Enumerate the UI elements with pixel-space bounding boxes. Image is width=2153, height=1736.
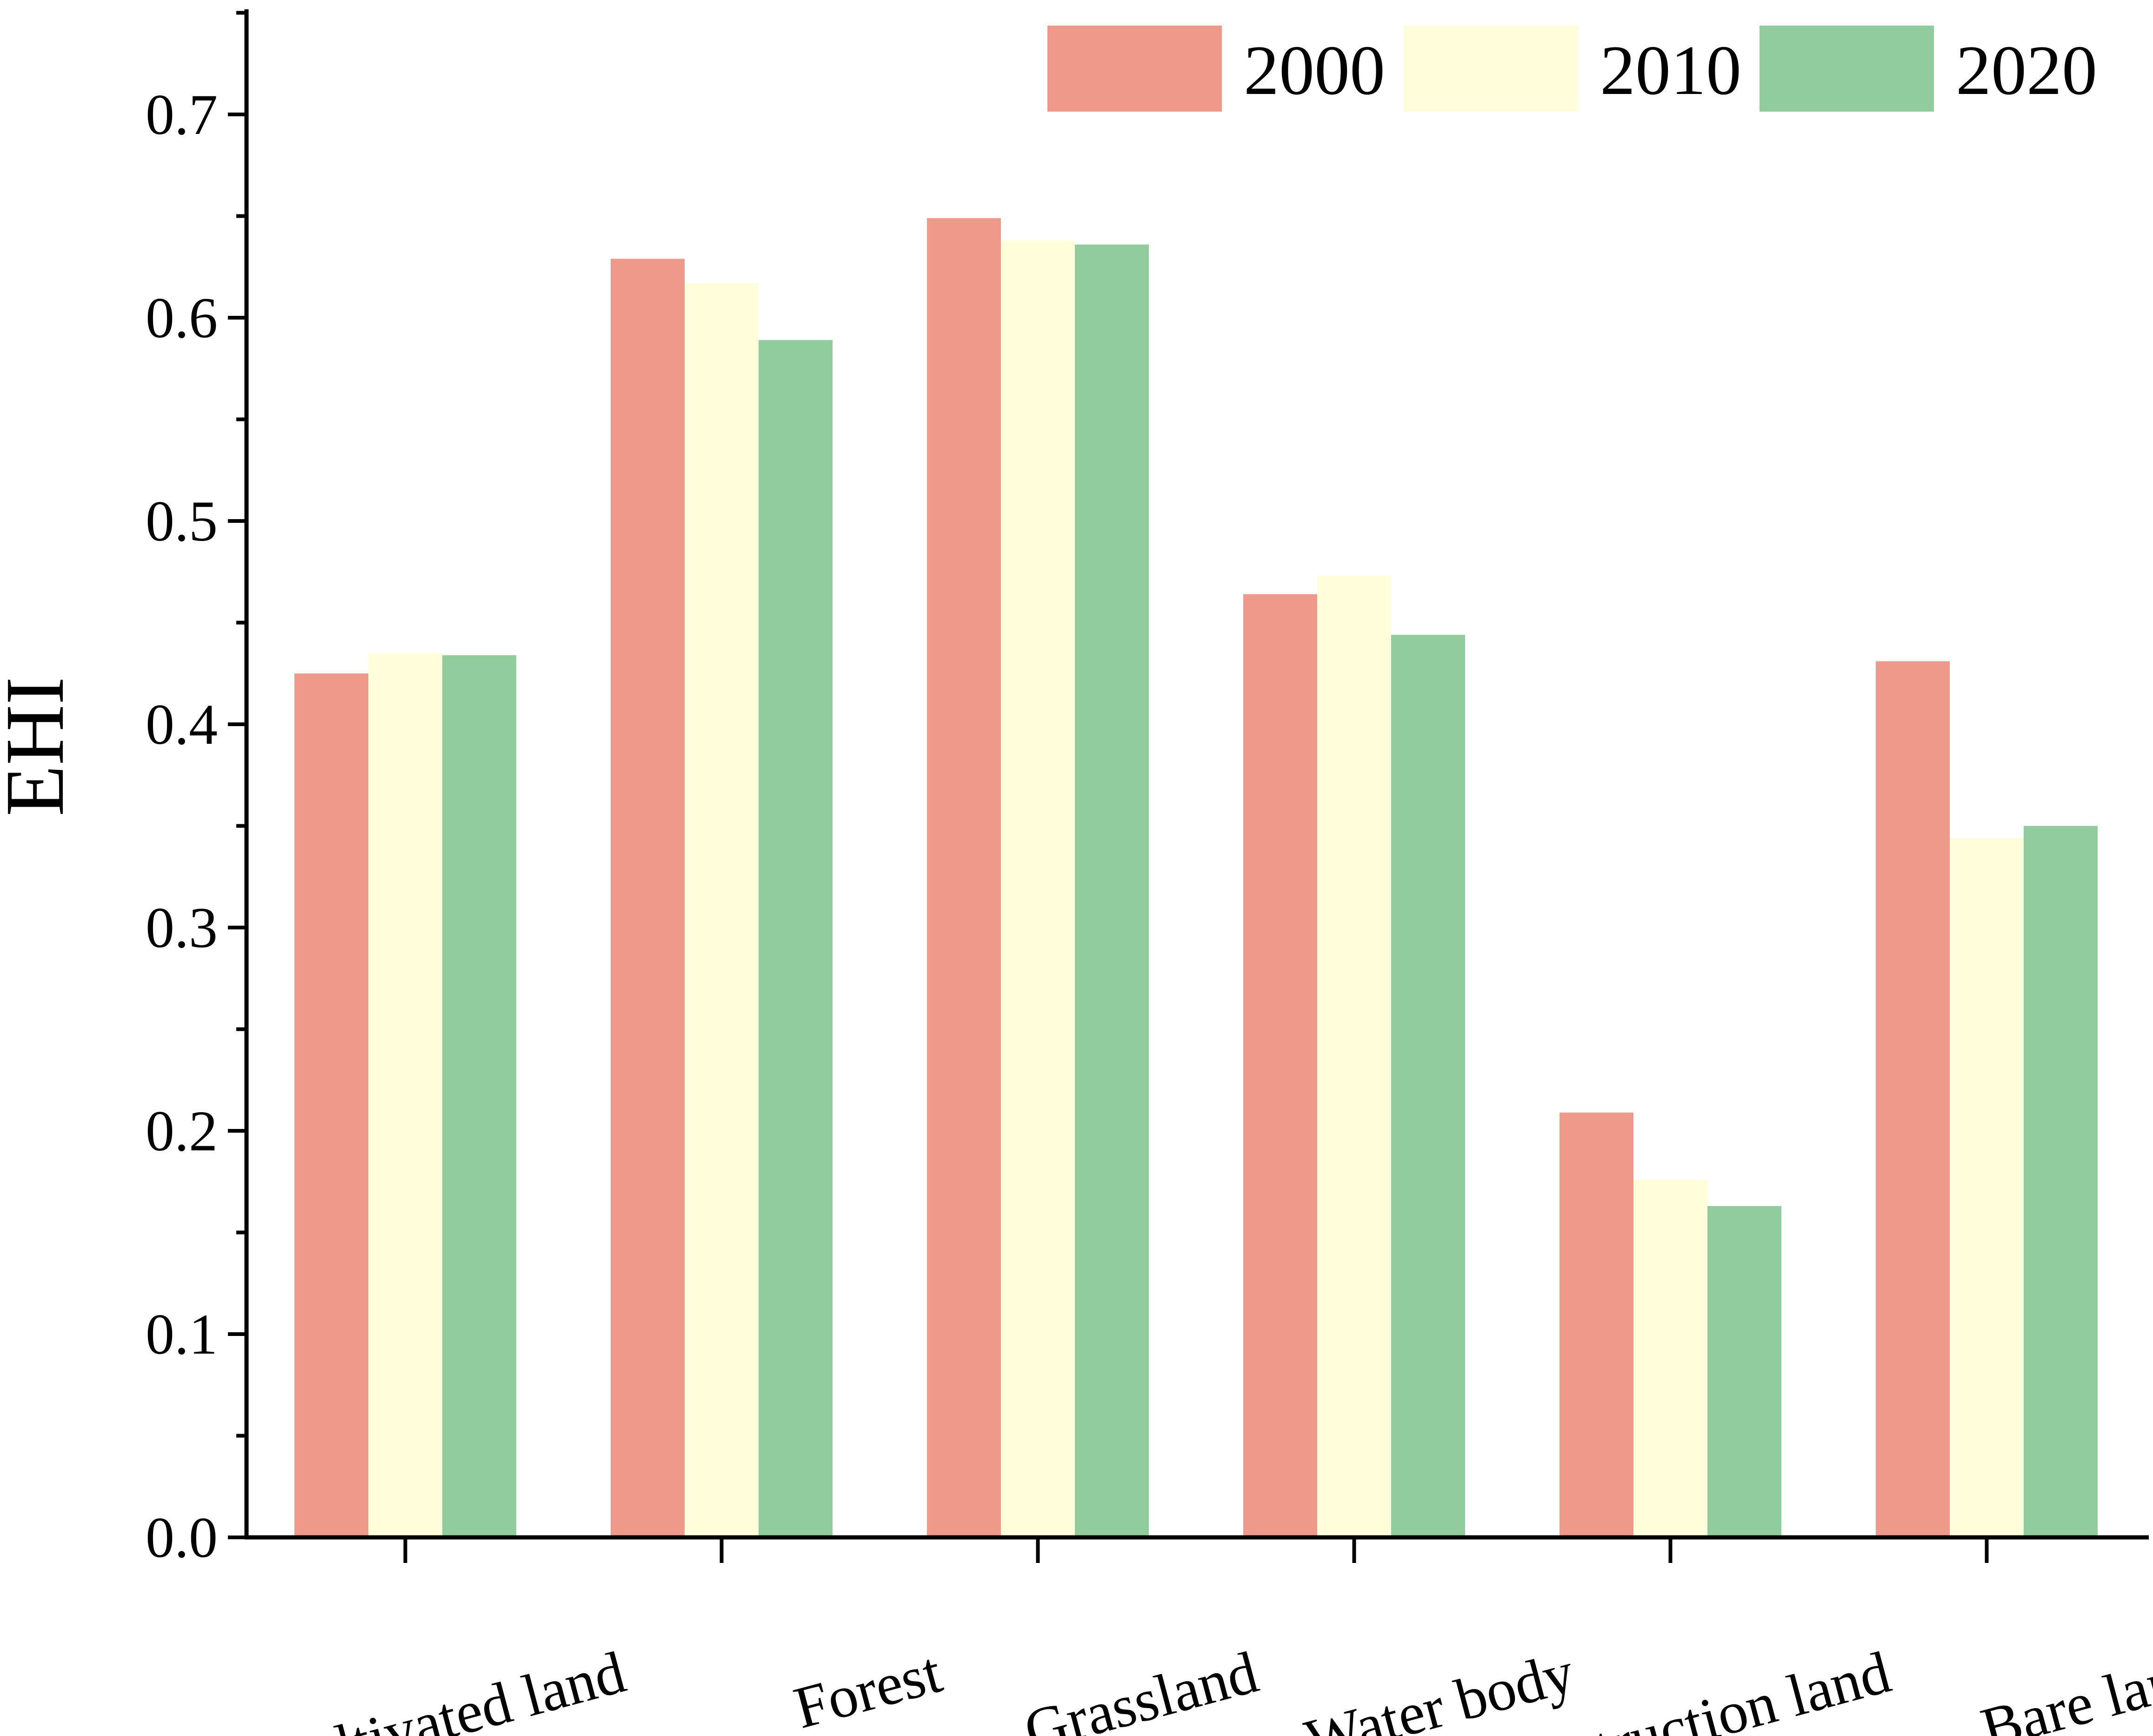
bar-2000-water-body xyxy=(1243,594,1317,1537)
legend: 2000 2010 2020 xyxy=(1047,26,2097,112)
bar-2020-construction-land xyxy=(1707,1206,1781,1537)
y-tick-label: 0.2 xyxy=(146,1099,218,1163)
legend-swatch-2000 xyxy=(1047,26,1222,112)
y-axis-title: EHI xyxy=(0,677,81,816)
bar-2000-cultivated-land xyxy=(294,673,368,1537)
bar-2010-water-body xyxy=(1317,575,1391,1537)
y-tick-label: 0.0 xyxy=(146,1506,218,1569)
y-tick-label: 0.4 xyxy=(146,693,218,756)
y-tick-label: 0.7 xyxy=(146,83,218,147)
bar-2000-construction-land xyxy=(1560,1112,1633,1537)
bar-2000-forest xyxy=(611,259,685,1537)
bar-2020-cultivated-land xyxy=(442,655,516,1537)
y-tick-label: 0.1 xyxy=(146,1302,218,1366)
bar-2020-forest xyxy=(759,340,833,1537)
bar-2010-grassland xyxy=(1001,240,1075,1538)
bar-2010-forest xyxy=(685,283,759,1538)
legend-label-2010: 2010 xyxy=(1600,31,1741,109)
legend-label-2020: 2020 xyxy=(1956,31,2097,109)
y-axis: 0.0 0.1 0.2 0.3 0.4 0.5 0.6 0.7 xyxy=(146,9,249,1569)
y-tick-label: 0.6 xyxy=(146,286,218,350)
legend-label-2000: 2000 xyxy=(1244,31,1385,109)
bars-group xyxy=(294,218,2098,1538)
legend-swatch-2010 xyxy=(1404,26,1578,112)
bar-2000-bare-land xyxy=(1876,661,1950,1537)
legend-swatch-2020 xyxy=(1760,26,1934,112)
y-tick-label: 0.5 xyxy=(146,489,218,553)
bar-2010-construction-land xyxy=(1633,1179,1707,1537)
bar-2020-grassland xyxy=(1075,244,1149,1538)
bar-2000-grassland xyxy=(927,218,1001,1537)
y-tick-label: 0.3 xyxy=(146,896,218,960)
bar-2020-bare-land xyxy=(2024,826,2098,1537)
bar-2020-water-body xyxy=(1391,634,1465,1537)
bar-2010-cultivated-land xyxy=(368,653,442,1537)
bar-2010-bare-land xyxy=(1950,838,2024,1537)
